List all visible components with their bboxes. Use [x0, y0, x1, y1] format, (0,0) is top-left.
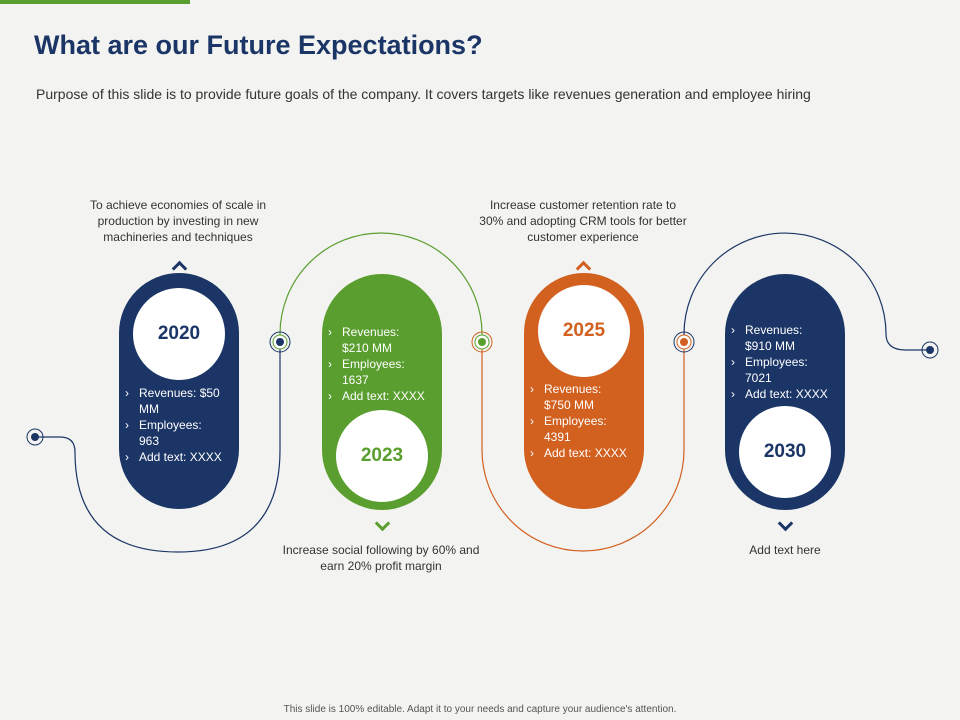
milestone-2020-description: To achieve economies of scale in product… [89, 198, 267, 244]
milestone-2023-employees: Employees: 1637 [326, 356, 426, 388]
milestone-2025-revenues: Revenues: $750 MM [528, 381, 628, 413]
connector-2025-2030 [683, 232, 930, 351]
milestone-2025-year: 2025 [538, 285, 630, 377]
milestone-2030-revenues: Revenues: $910 MM [729, 322, 829, 354]
milestone-2020-employees: Employees: 963 [123, 417, 223, 449]
milestone-2020-bullets: Revenues: $50 MM Employees: 963 Add text… [123, 385, 223, 465]
milestone-2023-bullets: Revenues: $210 MM Employees: 1637 Add te… [326, 324, 426, 404]
page-title: What are our Future Expectations? [34, 30, 483, 60]
milestone-2030-year: 2030 [739, 406, 831, 498]
connector-start [35, 342, 281, 553]
connector-2020-2023 [279, 232, 483, 342]
milestone-2023-revenues: Revenues: $210 MM [326, 324, 426, 356]
milestone-2030-employees: Employees: 7021 [729, 354, 829, 386]
milestone-2020-year: 2020 [133, 288, 225, 380]
milestone-2023-year: 2023 [336, 410, 428, 502]
milestone-2020-card: 2020 Revenues: $50 MM Employees: 963 Add… [119, 273, 239, 509]
milestone-2025-description: Increase customer retention rate to 30% … [479, 198, 687, 244]
milestone-2025-bullets: Revenues: $750 MM Employees: 4391 Add te… [528, 381, 628, 461]
top-accent-bar [0, 0, 190, 4]
milestone-2023-add-text: Add text: XXXX [326, 388, 426, 404]
milestone-2023-card: Revenues: $210 MM Employees: 1637 Add te… [322, 274, 442, 510]
node-start [26, 428, 44, 446]
milestone-2025-add-text: Add text: XXXX [528, 445, 628, 461]
page-subtitle: Purpose of this slide is to provide futu… [36, 86, 811, 102]
milestone-2030-bullets: Revenues: $910 MM Employees: 7021 Add te… [729, 322, 829, 402]
node-end [921, 341, 939, 359]
milestone-2020-add-text: Add text: XXXX [123, 449, 223, 465]
milestone-2030-add-text: Add text: XXXX [729, 386, 829, 402]
node-2020-2023 [269, 331, 291, 353]
footer-note: This slide is 100% editable. Adapt it to… [283, 704, 677, 715]
milestone-2025-employees: Employees: 4391 [528, 413, 628, 445]
node-2023-2025 [471, 331, 493, 353]
connector-2023-2025 [481, 342, 685, 552]
milestone-2030-description: Add text here [749, 543, 821, 557]
node-2025-2030 [673, 331, 695, 353]
milestone-2020-revenues: Revenues: $50 MM [123, 385, 223, 417]
milestone-2025-card: 2025 Revenues: $750 MM Employees: 4391 A… [524, 273, 644, 509]
milestone-2030-card: Revenues: $910 MM Employees: 7021 Add te… [725, 274, 845, 510]
milestone-2023-description: Increase social following by 60% and ear… [282, 543, 480, 573]
